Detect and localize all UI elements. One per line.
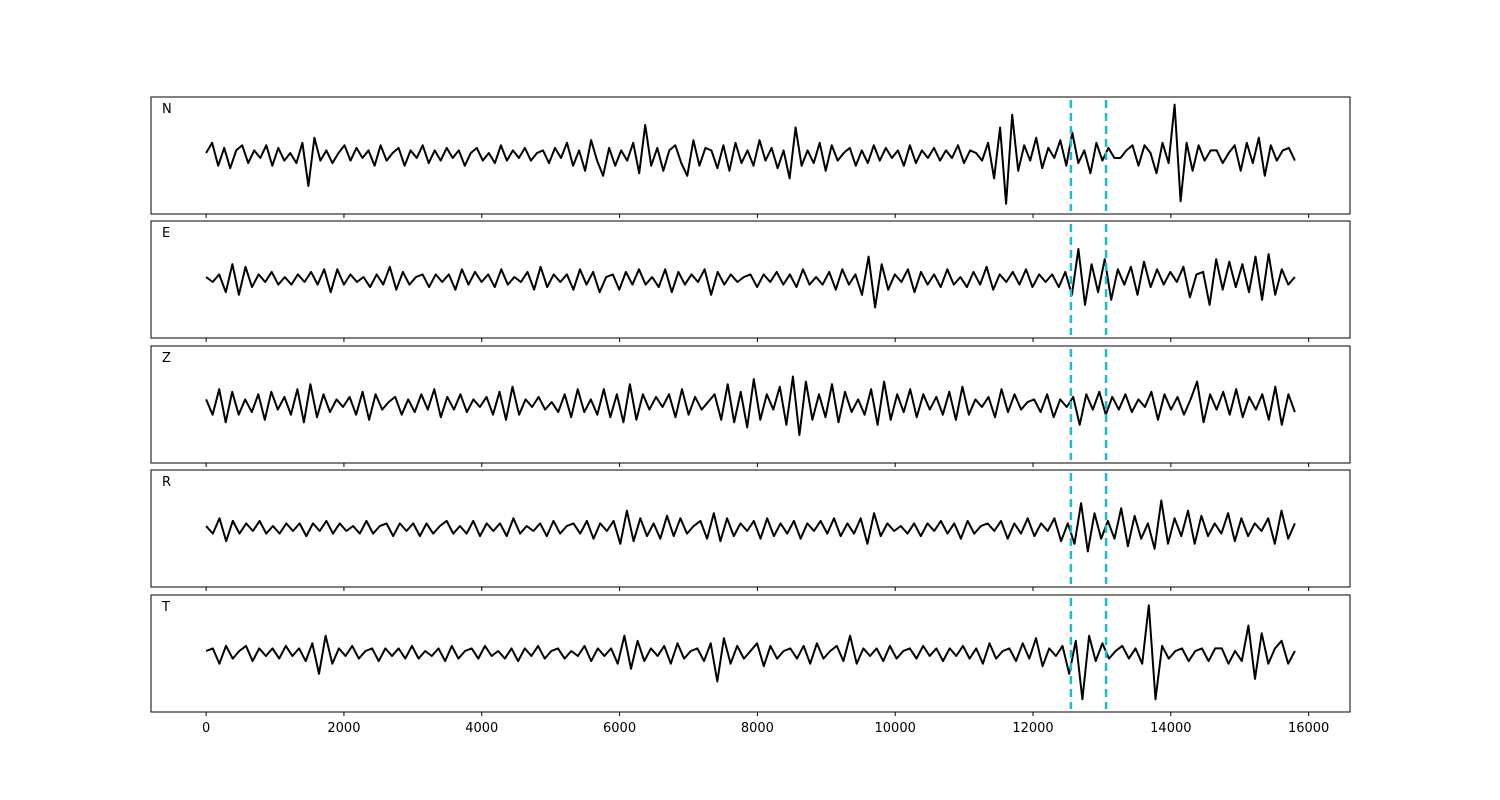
panel-t: T [150,594,1351,716]
panel-frame [150,345,1351,464]
x-tick-label: 8000 [741,721,774,736]
x-tick-label: 0 [202,721,210,736]
panel-label: T [161,600,170,615]
panel-label: N [162,102,172,117]
x-tick-label: 16000 [1288,721,1329,736]
panel-frame [150,220,1351,339]
panel-r: R [150,469,1351,591]
panel-z: Z [150,345,1351,467]
x-tick-label: 12000 [1012,721,1053,736]
trace-z [205,375,1296,436]
trace-n [205,103,1296,205]
x-tick-label: 2000 [327,721,360,736]
panel-n: N [150,96,1351,218]
panel-frame [150,469,1351,588]
trace-t [205,604,1296,701]
x-tick-label: 14000 [1150,721,1191,736]
component-panels: N E Z R T [150,96,1351,716]
panel-label: R [162,475,171,490]
panel-frame [150,96,1351,215]
panel-frame [150,594,1351,713]
x-tick-label: 4000 [465,721,498,736]
panel-label: E [162,226,170,241]
x-axis: 0 2000 4000 6000 8000 10000 12000 14000 16000 [202,721,1329,736]
trace-r [205,499,1296,553]
x-tick-label: 10000 [875,721,916,736]
panel-label: Z [162,351,171,366]
panel-e: E [150,220,1351,342]
trace-e [205,248,1296,309]
x-tick-label: 6000 [603,721,636,736]
